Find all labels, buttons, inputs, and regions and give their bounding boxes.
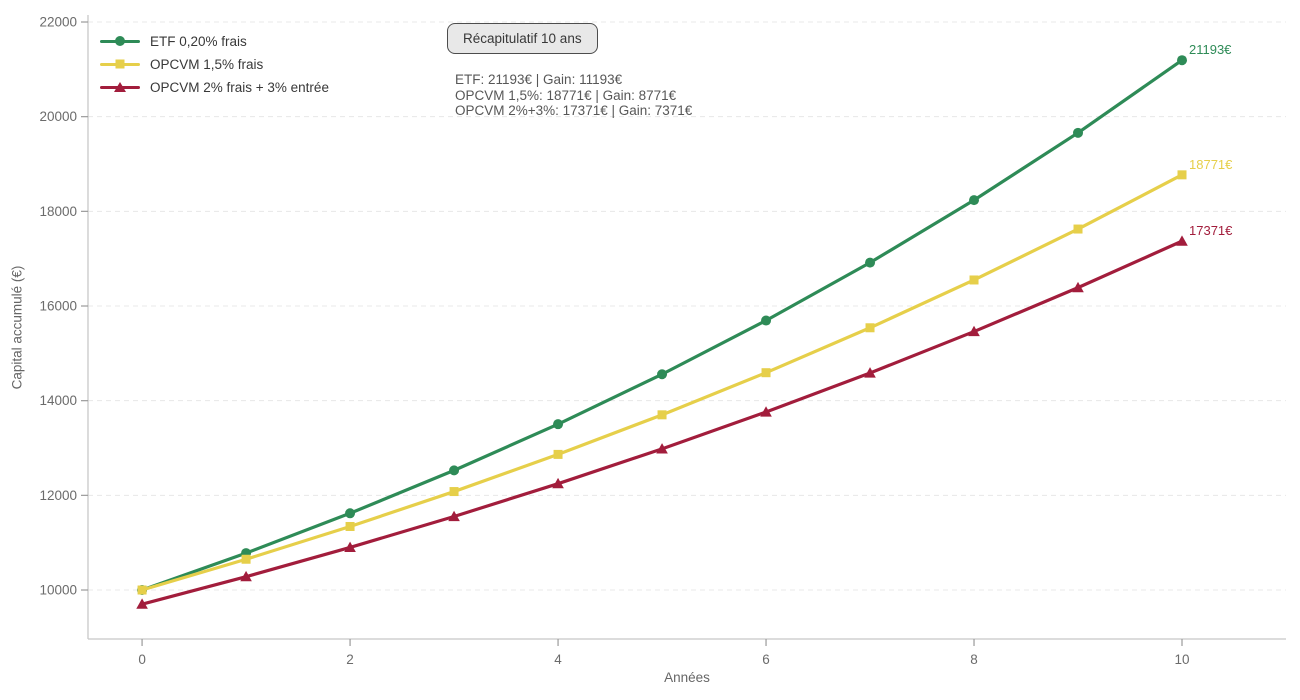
data-point-marker <box>1177 55 1188 66</box>
y-axis-title: Capital accumulé (€) <box>9 265 25 389</box>
data-point-marker <box>136 598 148 609</box>
data-point-marker <box>656 443 668 454</box>
data-point-marker <box>449 487 459 497</box>
data-point-marker <box>865 257 876 268</box>
y-tick-label: 18000 <box>39 204 77 219</box>
y-axis-title-wrap: Capital accumulé (€) <box>0 15 34 639</box>
data-point-marker <box>969 275 979 285</box>
y-tick-label: 16000 <box>39 299 77 314</box>
data-point-marker <box>1176 235 1188 246</box>
series-line <box>140 239 1184 606</box>
chart-legend: ETF 0,20% frais OPCVM 1,5% frais OPCVM 2… <box>100 32 329 96</box>
y-tick-label: 14000 <box>39 393 77 408</box>
series-end-value-label: 21193€ <box>1189 42 1232 57</box>
data-point-marker <box>449 465 460 476</box>
data-point-marker <box>969 195 980 206</box>
data-point-marker <box>345 508 356 519</box>
data-point-marker <box>1072 281 1084 293</box>
y-tick-label: 20000 <box>39 109 77 124</box>
x-tick-label: 6 <box>762 652 770 667</box>
x-tick-label: 4 <box>554 652 562 667</box>
legend-label: ETF 0,20% frais <box>150 33 247 49</box>
y-tick-label: 10000 <box>39 583 77 598</box>
data-point-marker <box>657 369 668 380</box>
x-tick-label: 0 <box>138 652 146 667</box>
legend-label: OPCVM 1,5% frais <box>150 56 264 72</box>
data-point-marker <box>241 554 251 564</box>
series-end-value-label: 18771€ <box>1189 157 1233 172</box>
series-end-value-label: 17371€ <box>1189 223 1233 238</box>
legend-item-opcvm15: OPCVM 1,5% frais <box>100 55 329 73</box>
summary-stat-line: OPCVM 1,5%: 18771€ | Gain: 8771€ <box>455 87 677 103</box>
data-point-marker <box>657 410 667 420</box>
legend-item-etf: ETF 0,20% frais <box>100 32 329 50</box>
summary-stat-line: OPCVM 2%+3%: 17371€ | Gain: 7371€ <box>455 103 693 118</box>
legend-line-square-marker-icon <box>100 57 140 71</box>
data-point-marker <box>968 325 980 337</box>
summary-title-box: Récapitulatif 10 ans <box>447 23 598 54</box>
x-axis-title: Années <box>664 670 710 685</box>
data-point-marker <box>240 570 252 582</box>
x-tick-label: 10 <box>1174 652 1189 667</box>
summary-stat-line: ETF: 21193€ | Gain: 11193€ <box>455 72 623 87</box>
data-point-marker <box>865 323 875 333</box>
series-line <box>140 173 1184 592</box>
data-point-marker <box>552 477 564 489</box>
data-point-marker <box>448 510 460 522</box>
data-point-marker <box>1177 170 1187 180</box>
data-point-marker <box>345 521 355 531</box>
summary-stats: ETF: 21193€ | Gain: 11193€ OPCVM 1,5%: 1… <box>455 72 692 119</box>
data-point-marker <box>761 315 772 326</box>
y-tick-label: 22000 <box>39 15 77 30</box>
legend-line-triangle-marker-icon <box>100 80 140 94</box>
x-tick-label: 8 <box>970 652 978 667</box>
data-point-marker <box>761 368 771 378</box>
data-point-marker <box>344 541 356 553</box>
data-point-marker <box>864 367 876 378</box>
legend-label: OPCVM 2% frais + 3% entrée <box>150 79 329 95</box>
data-point-marker <box>1073 127 1084 138</box>
x-tick-label: 2 <box>346 652 354 667</box>
series-line <box>140 58 1184 592</box>
legend-item-opcvm23: OPCVM 2% frais + 3% entrée <box>100 78 329 96</box>
data-point-marker <box>553 419 564 430</box>
y-tick-label: 12000 <box>39 488 77 503</box>
data-point-marker <box>137 585 147 595</box>
data-point-marker <box>760 406 772 417</box>
data-point-marker <box>1073 224 1083 234</box>
legend-line-circle-marker-icon <box>100 34 140 48</box>
data-point-marker <box>553 449 563 459</box>
